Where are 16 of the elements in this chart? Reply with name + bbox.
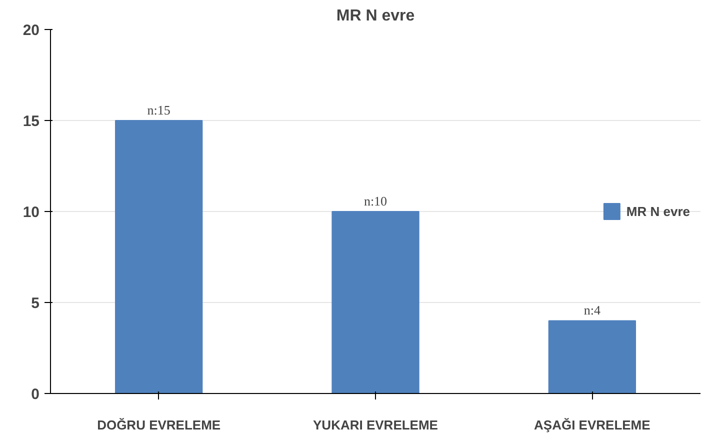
data-label: n:10: [364, 194, 388, 208]
y-tick-label: 20: [22, 22, 40, 39]
bar: [115, 120, 203, 394]
x-tick-label: DOĞRU EVRELEME: [97, 418, 221, 432]
legend-label: MR N evre: [626, 204, 690, 218]
x-tick-label: YUKARI EVRELEME: [313, 418, 438, 432]
data-label: n:15: [147, 102, 170, 118]
y-tick-label: 15: [22, 113, 40, 130]
bar: [548, 320, 636, 394]
y-tick-label: 0: [31, 386, 40, 403]
data-label: n:4: [584, 302, 601, 318]
y-tick-label: 5: [31, 295, 40, 312]
chart-title: MR N evre: [336, 8, 415, 24]
x-tick-label: AŞAĞI EVRELEME: [534, 418, 651, 432]
y-tick-label: 10: [22, 204, 40, 221]
bar: [332, 211, 420, 394]
